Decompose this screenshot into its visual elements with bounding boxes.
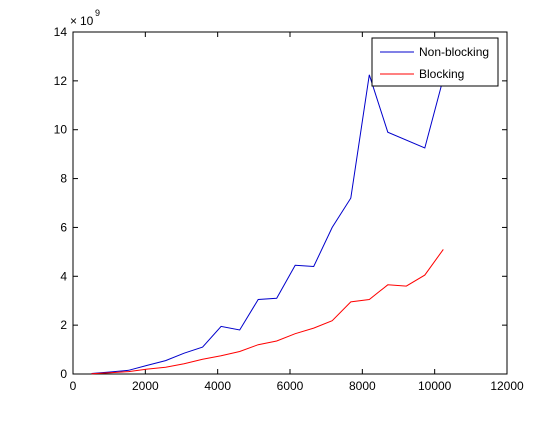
x-tick-label: 10000 <box>418 379 452 393</box>
y-multiplier-label: × 10 9 <box>70 8 100 28</box>
y-multiplier-base: 10 <box>80 14 94 28</box>
x-tick-label: 8000 <box>349 379 376 393</box>
legend: Non-blocking Blocking <box>372 38 498 86</box>
x-tick-label: 6000 <box>277 379 304 393</box>
x-tick-label: 12000 <box>490 379 524 393</box>
y-tick-label: 4 <box>60 269 67 283</box>
y-tick-label: 6 <box>60 220 67 234</box>
y-tick-label: 2 <box>60 318 67 332</box>
x-tick-label: 2000 <box>132 379 159 393</box>
y-tick-label: 0 <box>60 367 67 381</box>
legend-label: Non-blocking <box>419 45 489 59</box>
y-tick-label: 10 <box>54 123 68 137</box>
x-tick-label: 4000 <box>204 379 231 393</box>
legend-label: Blocking <box>419 67 464 81</box>
y-tick-label: 8 <box>60 172 67 186</box>
y-multiplier-text: × <box>70 14 77 28</box>
y-multiplier-exponent: 9 <box>95 8 100 18</box>
y-tick-label: 12 <box>54 74 68 88</box>
x-tick-label: 0 <box>70 379 77 393</box>
y-tick-label: 14 <box>54 25 68 39</box>
